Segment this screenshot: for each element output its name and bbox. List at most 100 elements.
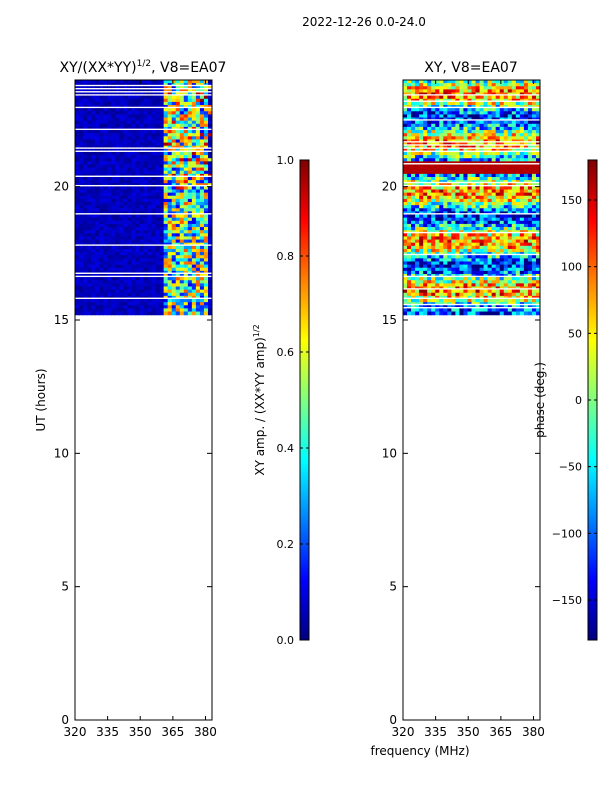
phase-heatmap <box>403 80 540 316</box>
heatmap-cell <box>199 286 205 291</box>
heatmap-cell <box>135 167 141 172</box>
heatmap-cell <box>451 136 456 141</box>
heatmap-cell <box>155 239 161 244</box>
heatmap-cell <box>115 120 120 125</box>
heatmap-cell <box>495 155 501 159</box>
heatmap-cell <box>519 155 525 159</box>
heatmap-gap <box>75 106 212 109</box>
heatmap-cell <box>87 248 92 253</box>
heatmap-cell <box>83 289 88 294</box>
heatmap-cell <box>203 214 209 219</box>
heatmap-cell <box>463 177 469 181</box>
phase-panel-title: XY, V8=EA07 <box>424 60 518 76</box>
heatmap-cell <box>451 217 456 222</box>
heatmap-cell <box>191 205 197 209</box>
heatmap-cell <box>427 126 432 131</box>
heatmap-cell <box>443 151 448 156</box>
heatmap-cell <box>419 126 424 131</box>
heatmap-cell <box>131 167 137 172</box>
heatmap-cell <box>91 142 96 147</box>
heatmap-cell <box>427 202 432 206</box>
heatmap-cell <box>127 180 133 184</box>
heatmap-cell <box>139 208 145 213</box>
heatmap-cell <box>467 283 473 288</box>
heatmap-cell <box>531 239 537 244</box>
heatmap-cell <box>427 233 432 238</box>
heatmap-cell <box>175 245 181 250</box>
heatmap-cell <box>443 86 448 90</box>
heatmap-cell <box>83 95 88 100</box>
heatmap-cell <box>499 267 505 272</box>
heatmap-gap <box>403 288 540 290</box>
heatmap-cell <box>451 280 456 284</box>
heatmap-cell <box>519 261 525 266</box>
heatmap-gap <box>75 272 212 275</box>
heatmap-cell <box>451 155 456 159</box>
heatmap-cell <box>503 208 509 213</box>
heatmap-cell <box>155 283 161 288</box>
heatmap-cell <box>479 277 485 281</box>
heatmap-cell <box>443 192 448 197</box>
heatmap-cell <box>479 108 485 112</box>
heatmap-cell <box>503 270 509 275</box>
heatmap-cell <box>135 299 141 303</box>
heatmap-cell <box>107 292 112 297</box>
heatmap-cell <box>527 195 533 200</box>
heatmap-cell <box>527 155 533 159</box>
heatmap-cell <box>475 258 481 263</box>
heatmap-cell <box>107 151 112 156</box>
heatmap-cell <box>487 164 493 169</box>
heatmap-cell <box>431 205 436 209</box>
heatmap-cell <box>115 264 120 269</box>
heatmap-cell <box>203 299 209 303</box>
heatmap-cell <box>471 264 477 269</box>
heatmap-cell <box>91 214 96 219</box>
heatmap-cell <box>531 258 537 263</box>
heatmap-cell <box>415 217 420 222</box>
heatmap-cell <box>127 186 133 191</box>
heatmap-cell <box>95 258 100 263</box>
heatmap-cell <box>523 248 529 253</box>
heatmap-cell <box>119 205 124 209</box>
heatmap-cell <box>507 261 513 266</box>
heatmap-cell <box>459 133 465 137</box>
heatmap-cell <box>523 164 529 169</box>
heatmap-cell <box>503 198 509 203</box>
heatmap-cell <box>439 177 444 181</box>
heatmap-cell <box>163 202 169 206</box>
heatmap-cell <box>159 177 165 181</box>
heatmap-cell <box>111 186 116 191</box>
heatmap-cell <box>163 217 169 222</box>
heatmap-cell <box>451 83 456 87</box>
heatmap-cell <box>515 248 521 253</box>
heatmap-cell <box>455 167 461 172</box>
heatmap-cell <box>103 311 108 316</box>
heatmap-cell <box>439 186 444 191</box>
heatmap-cell <box>527 280 533 284</box>
heatmap-cell <box>147 101 153 106</box>
heatmap-cell <box>451 177 456 181</box>
heatmap-cell <box>115 198 120 203</box>
heatmap-cell <box>455 177 461 181</box>
heatmap-cell <box>147 186 153 191</box>
heatmap-cell <box>463 233 469 238</box>
heatmap-cell <box>535 277 540 281</box>
heatmap-cell <box>151 220 157 225</box>
heatmap-cell <box>191 167 197 172</box>
heatmap-cell <box>203 245 209 250</box>
heatmap-cell <box>427 208 432 213</box>
heatmap-cell <box>147 202 153 206</box>
heatmap-cell <box>119 277 124 281</box>
heatmap-cell <box>115 208 120 213</box>
heatmap-cell <box>427 198 432 203</box>
heatmap-cell <box>191 220 197 225</box>
heatmap-cell <box>207 117 212 122</box>
heatmap-cell <box>123 136 128 141</box>
heatmap-cell <box>407 283 412 288</box>
heatmap-cell <box>163 205 169 209</box>
heatmap-cell <box>459 223 465 228</box>
heatmap-cell <box>499 208 505 213</box>
heatmap-cell <box>111 142 116 147</box>
heatmap-cell <box>451 195 456 200</box>
heatmap-cell <box>439 270 444 275</box>
